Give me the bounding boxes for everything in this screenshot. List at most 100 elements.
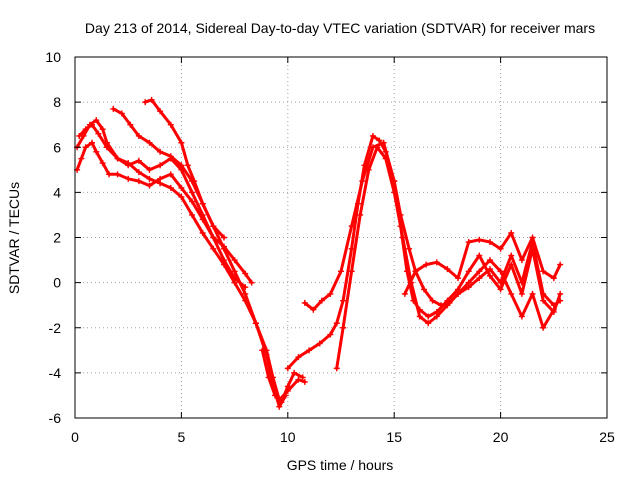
x-tick-label: 10 xyxy=(280,429,296,445)
x-axis-label: GPS time / hours xyxy=(287,457,394,473)
data-point xyxy=(248,279,255,286)
data-point xyxy=(333,320,340,327)
series-line xyxy=(403,231,562,296)
grid-layer xyxy=(75,57,607,418)
data-point xyxy=(167,153,174,160)
data-point xyxy=(184,162,191,169)
y-tick-label: -4 xyxy=(49,365,62,381)
data-point xyxy=(157,148,164,155)
data-point xyxy=(508,290,515,297)
series-line xyxy=(111,107,288,409)
data-point xyxy=(486,272,493,279)
data-point xyxy=(142,99,149,106)
data-point xyxy=(210,223,217,230)
data-point xyxy=(476,268,483,275)
data-point xyxy=(86,121,93,128)
y-tick-label: -2 xyxy=(49,320,62,336)
data-point xyxy=(382,148,389,155)
data-point xyxy=(265,374,272,381)
data-point xyxy=(189,189,196,196)
series-line xyxy=(143,98,226,239)
data-point xyxy=(433,259,440,266)
data-point xyxy=(157,162,164,169)
axis-layer: 0 5 10 15 20 25 -6 -4 -2 0 2 4 6 8 10 xyxy=(45,49,615,445)
data-point xyxy=(476,236,483,243)
data-point xyxy=(220,245,227,252)
data-point xyxy=(189,198,196,205)
data-point xyxy=(327,331,334,338)
data-point xyxy=(178,184,185,191)
data-point xyxy=(374,144,381,151)
data-point xyxy=(497,245,504,252)
data-point xyxy=(497,279,504,286)
data-point xyxy=(340,324,347,331)
series-line xyxy=(303,141,562,318)
data-point xyxy=(199,200,206,207)
data-point xyxy=(550,306,557,313)
data-point xyxy=(465,268,472,275)
x-tick-label: 0 xyxy=(71,429,79,445)
data-point xyxy=(210,234,217,241)
data-point xyxy=(276,403,283,410)
data-point xyxy=(178,193,185,200)
data-point xyxy=(82,144,89,151)
data-point xyxy=(167,184,174,191)
data-point xyxy=(382,155,389,162)
data-point xyxy=(433,313,440,320)
data-point xyxy=(99,126,106,133)
data-point xyxy=(465,239,472,246)
data-point xyxy=(178,139,185,146)
data-point xyxy=(301,299,308,306)
data-point xyxy=(529,290,536,297)
chart-title: Day 213 of 2014, Sidereal Day-to-day VTE… xyxy=(85,20,595,36)
data-point xyxy=(93,117,100,124)
data-point xyxy=(146,182,153,189)
data-point xyxy=(252,320,259,327)
series-track-3 xyxy=(74,117,308,403)
data-point xyxy=(540,324,547,331)
data-point xyxy=(242,290,249,297)
data-point xyxy=(406,245,413,252)
data-point xyxy=(391,189,398,196)
data-point xyxy=(114,155,121,162)
data-point xyxy=(455,290,462,297)
y-tick-label: 2 xyxy=(53,230,61,246)
data-point xyxy=(291,369,298,376)
data-point xyxy=(420,286,427,293)
data-point xyxy=(508,229,515,236)
series-track-5 xyxy=(142,96,227,241)
data-point xyxy=(508,252,515,259)
data-point xyxy=(518,290,525,297)
data-point xyxy=(550,275,557,282)
series-line xyxy=(77,123,247,289)
data-point xyxy=(438,302,445,309)
y-tick-label: -6 xyxy=(49,410,62,426)
data-point xyxy=(135,157,142,164)
data-point xyxy=(157,180,164,187)
data-point xyxy=(95,130,102,137)
data-point xyxy=(301,378,308,385)
data-point xyxy=(316,340,323,347)
data-point xyxy=(425,313,432,320)
data-point xyxy=(106,171,113,178)
data-point xyxy=(210,245,217,252)
data-point xyxy=(497,268,504,275)
data-point xyxy=(135,169,142,176)
data-point xyxy=(272,392,279,399)
series-track-10 xyxy=(401,229,564,297)
data-point xyxy=(89,139,96,146)
y-tick-label: 6 xyxy=(53,139,61,155)
data-point xyxy=(295,354,302,361)
y-tick-label: 4 xyxy=(53,184,61,200)
y-tick-label: 8 xyxy=(53,94,61,110)
data-point xyxy=(425,320,432,327)
data-point xyxy=(486,266,493,273)
data-point xyxy=(157,108,164,115)
data-point xyxy=(146,166,153,173)
series-track-6 xyxy=(259,347,306,406)
data-point xyxy=(529,234,536,241)
data-point xyxy=(199,229,206,236)
x-tick-label: 15 xyxy=(386,429,402,445)
data-point xyxy=(401,290,408,297)
data-point xyxy=(357,211,364,218)
